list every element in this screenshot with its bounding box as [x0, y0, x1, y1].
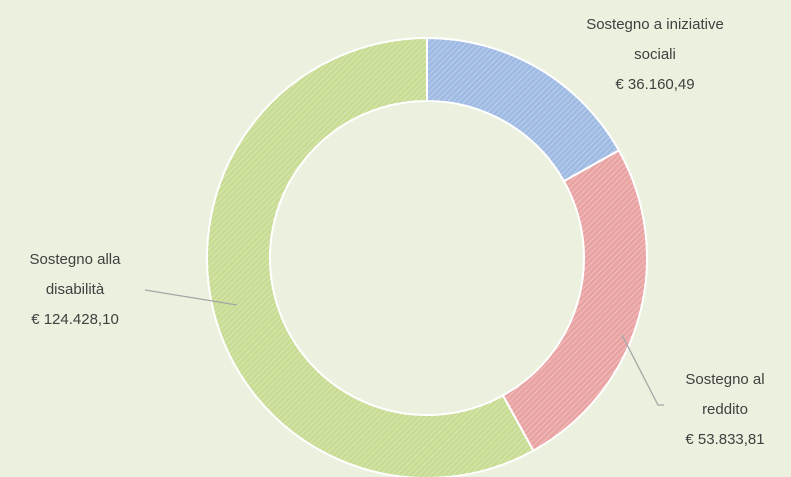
donut-slice — [501, 149, 648, 452]
donut-slice — [205, 36, 535, 477]
slice-value: € 36.160,49 — [615, 76, 695, 93]
slice-name: Sostegno a iniziative sociali — [586, 16, 724, 63]
slice-label: Sostegno alla disabilità € 124.428,10 — [0, 245, 150, 335]
slice-name: Sostegno alla disabilità — [29, 251, 121, 298]
slice-value: € 53.833,81 — [685, 431, 765, 448]
leader-line — [144, 289, 238, 306]
slice-value: € 124.428,10 — [31, 311, 119, 328]
slices — [205, 36, 648, 477]
leader-line — [621, 334, 664, 406]
slice-label: Sostegno al reddito € 53.833,81 — [655, 365, 791, 455]
slice-label: Sostegno a iniziative sociali € 36.160,4… — [565, 10, 745, 100]
slice-name: Sostegno al reddito — [685, 371, 765, 418]
